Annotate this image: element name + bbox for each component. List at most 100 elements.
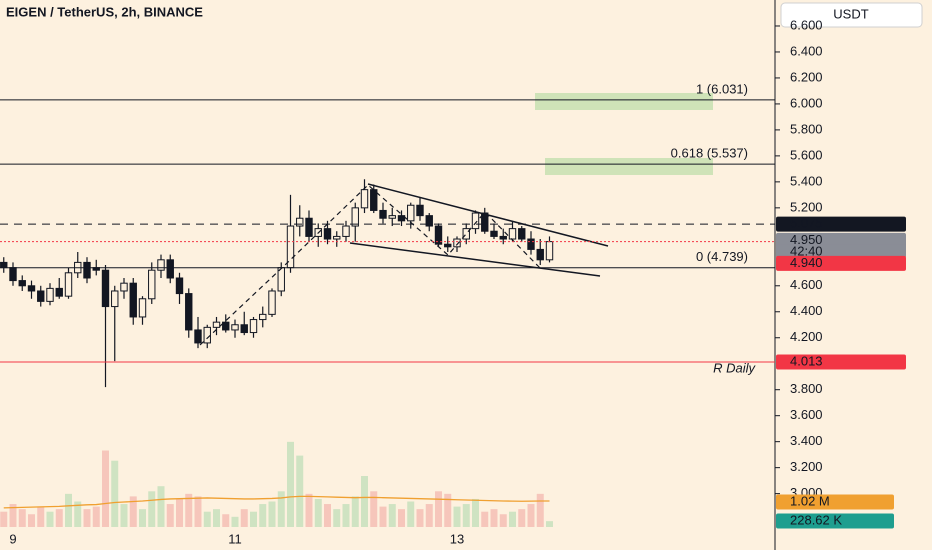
y-tick-label: 3.800 [790, 381, 823, 396]
candle-body [471, 212, 480, 230]
y-tick-label: 3.200 [790, 459, 823, 474]
candle-body [499, 235, 507, 240]
volume-bar [361, 476, 368, 527]
volume-bar [296, 455, 304, 527]
volume-label-box [776, 513, 894, 529]
candle-body [148, 269, 156, 300]
volume-bar [194, 496, 202, 527]
candle-body [518, 228, 526, 240]
volume-label-box [776, 494, 894, 510]
candle-body [46, 287, 54, 302]
countdown-box [776, 244, 906, 257]
volume-bar [453, 506, 461, 527]
volume-bar [0, 511, 8, 527]
y-tick-label: 6.200 [790, 69, 823, 84]
volume-bar [314, 498, 322, 527]
x-tick-label: 13 [450, 531, 464, 546]
candle-body [490, 230, 498, 237]
volume-bar [176, 498, 183, 527]
y-tick-label: 6.000 [790, 95, 823, 110]
volume-bar [55, 509, 63, 527]
volume-bar [74, 501, 82, 527]
price-label: 4.013 [790, 353, 823, 368]
candle-body [240, 324, 248, 334]
candle-body [129, 282, 137, 318]
volume-bar [139, 509, 146, 527]
volume-bar [9, 504, 17, 527]
volume-bar [388, 504, 396, 527]
candle-body [101, 269, 110, 308]
volume-bar [129, 496, 137, 527]
price-pane [0, 179, 554, 527]
volume-bar [287, 441, 294, 527]
y-tick-label: 5.600 [790, 147, 823, 162]
y-tick-label: 6.600 [790, 17, 823, 32]
candle-body [536, 248, 544, 261]
volume-bar [351, 496, 359, 527]
candle-body [296, 217, 304, 227]
volume-bar [277, 491, 285, 527]
candle-body [425, 215, 433, 227]
candle-body [120, 282, 128, 292]
candle-body [453, 238, 461, 248]
y-tick-label: 5.400 [790, 173, 823, 188]
wedge-line [367, 183, 609, 247]
level-note: R Daily [713, 360, 756, 375]
volume-bar [546, 521, 553, 527]
price-label-box [776, 354, 906, 370]
volume-bar [407, 501, 415, 527]
volume-bar [398, 509, 405, 527]
candle-body [360, 189, 369, 209]
volume-bar [231, 516, 239, 527]
currency-label: USDT [833, 6, 868, 21]
volume-bar [342, 504, 350, 527]
currency-button[interactable] [780, 2, 923, 28]
volume-bar [268, 501, 276, 527]
volume-bar [102, 450, 109, 527]
volume-bar [536, 493, 544, 527]
fib-label: 1 (6.031) [696, 81, 748, 96]
candle-body [545, 241, 554, 261]
volume-bar [250, 511, 257, 527]
volume-bar [416, 509, 424, 527]
volume-bar [37, 506, 45, 527]
price-label-box [776, 255, 906, 271]
candle-body [185, 293, 193, 331]
candle-body [222, 321, 230, 331]
volume-bar [166, 504, 174, 527]
volume-bar [472, 498, 479, 527]
candle-body [212, 321, 221, 328]
chart-title: EIGEN / TetherUS, 2h, BINANCE [6, 4, 203, 19]
volume-bar [379, 506, 387, 527]
volume-bar [333, 509, 341, 527]
candle-body [157, 259, 165, 271]
candle-body [444, 243, 452, 248]
volume-bar [203, 511, 211, 527]
price-label-box [776, 216, 906, 232]
volume-bar [499, 514, 507, 527]
candle-body [379, 209, 387, 219]
candle-body [462, 228, 470, 240]
candle-body [9, 267, 17, 282]
candle-body [0, 261, 8, 269]
fib-zone [535, 93, 713, 110]
x-tick-label: 9 [9, 531, 16, 546]
volume-bar [46, 511, 54, 527]
volume-bar [444, 493, 452, 527]
volume-bar [490, 509, 498, 527]
volume-bar [259, 504, 267, 527]
volume-bar [222, 514, 230, 527]
volume-bar [481, 511, 489, 527]
fib-label: 0.618 (5.537) [671, 146, 748, 161]
countdown: 42:40 [790, 243, 823, 258]
candle-body [166, 259, 174, 279]
price-label: 4.950 [790, 232, 823, 247]
y-tick-label: 5.200 [790, 199, 823, 214]
volume-bar [111, 460, 119, 527]
candle-body [527, 238, 535, 250]
volume-label: 228.62 K [790, 512, 842, 527]
volume-bar [370, 491, 378, 527]
candle-body [27, 285, 36, 292]
candle-body [194, 329, 202, 344]
volume-bar [518, 509, 526, 527]
